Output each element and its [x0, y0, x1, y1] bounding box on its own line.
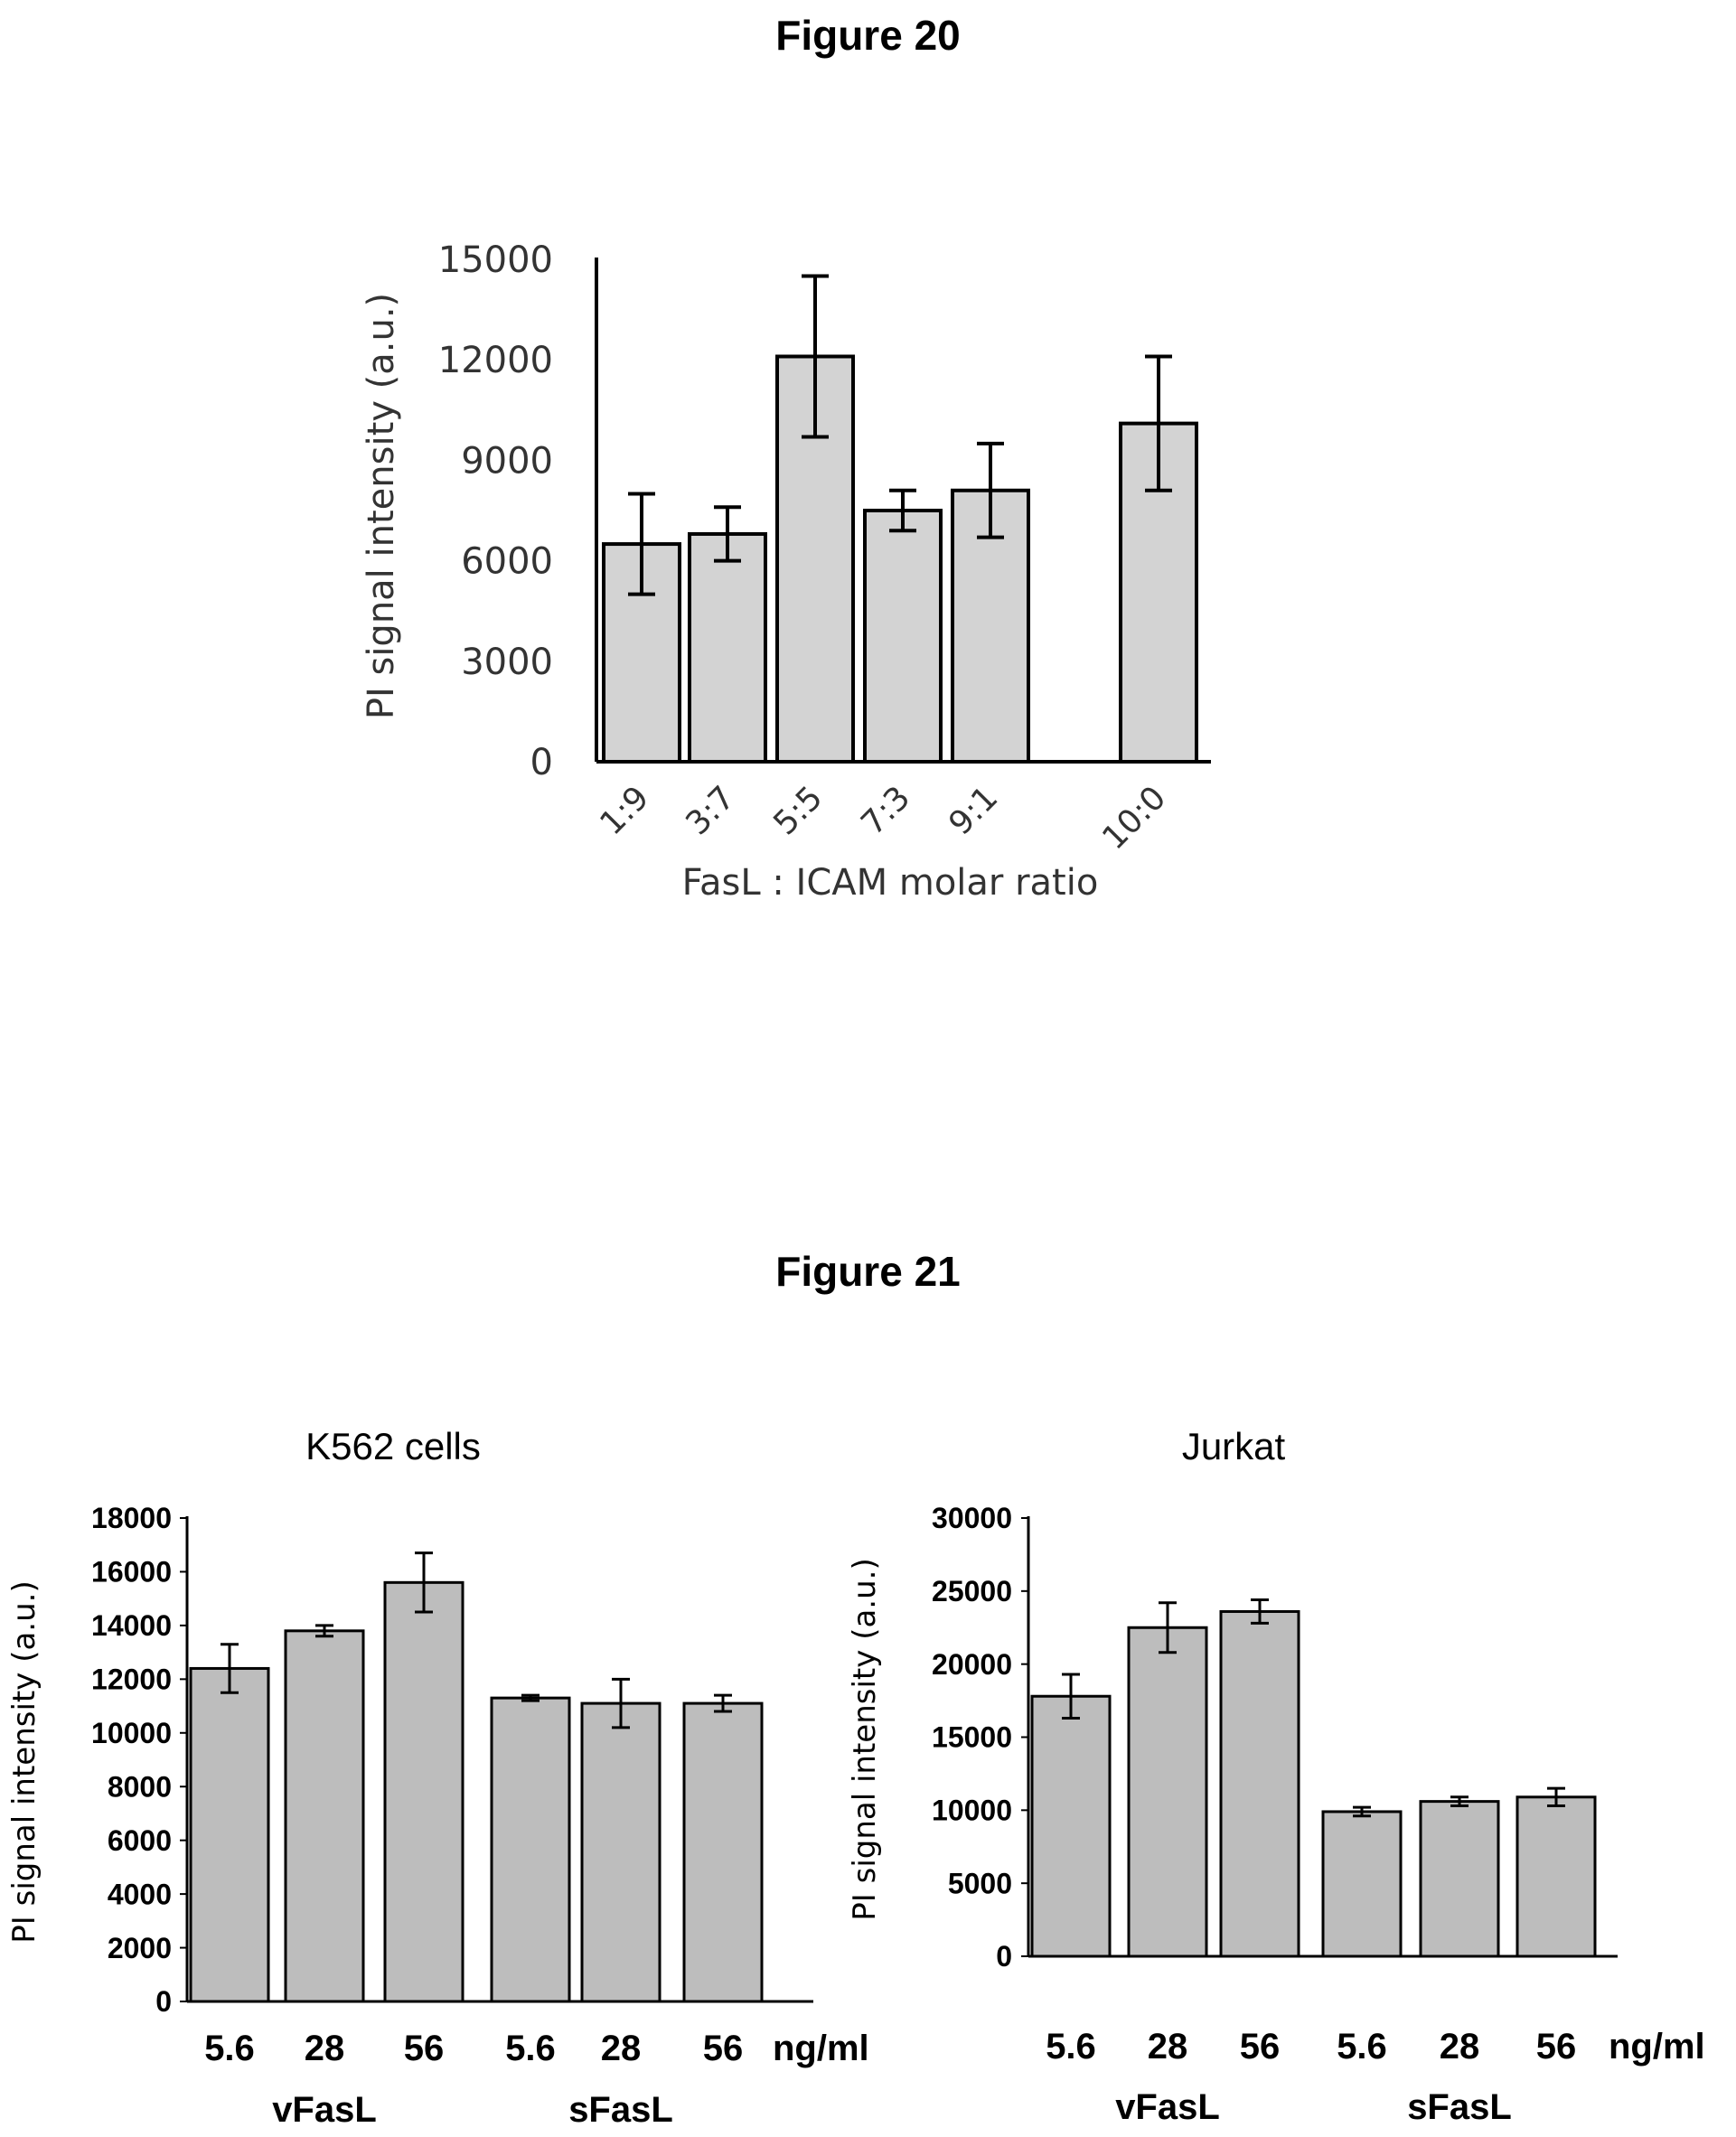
- bar: [580, 1701, 662, 2003]
- y-tick-label: 25000: [932, 1575, 1012, 1607]
- bar: [1419, 1800, 1500, 1958]
- x-tick-label: 3:7: [679, 779, 742, 842]
- y-axis-label: PI signal intensity (a.u.): [361, 293, 402, 719]
- y-tick-label: 6000: [108, 1824, 172, 1857]
- figure-20-title: Figure 20: [775, 12, 961, 59]
- y-tick-label: 8000: [108, 1770, 172, 1803]
- y-axis-label: PI signal intensity (a.u.): [6, 1580, 42, 1943]
- x-axis-label: FasL : ICAM molar ratio: [682, 862, 1099, 904]
- y-tick-label: 16000: [91, 1556, 172, 1589]
- y-tick-label: 5000: [948, 1867, 1012, 1899]
- group-label: sFasL: [568, 2090, 673, 2130]
- y-tick-label: 4000: [108, 1878, 172, 1910]
- y-tick-label: 10000: [91, 1717, 172, 1749]
- y-tick-label: 3000: [461, 642, 553, 683]
- y-tick-label: 0: [996, 1940, 1012, 1973]
- bar: [189, 1666, 270, 2003]
- x-tick-label: 28: [1440, 2027, 1480, 2067]
- x-tick-label: 56: [1240, 2027, 1281, 2067]
- chart-title: K562 cells: [305, 1425, 481, 1467]
- y-tick-label: 15000: [438, 239, 553, 281]
- x-tick-label: 10:0: [1095, 779, 1173, 857]
- chart-title: Jurkat: [1182, 1425, 1286, 1467]
- bar: [1030, 1694, 1112, 1958]
- bar: [1127, 1626, 1208, 1958]
- x-tick-label: 5.6: [505, 2029, 556, 2068]
- x-tick-label: 56: [1536, 2027, 1577, 2067]
- chart-1: 0 3000 6000 9000 12000 15000 PI signal intensi…: [361, 239, 1211, 904]
- x-tick-label: 56: [404, 2029, 445, 2068]
- x-tick-label: 28: [601, 2029, 642, 2068]
- x-tick-label: 7:3: [854, 779, 917, 842]
- x-tick-label: 5.6: [1337, 2027, 1387, 2067]
- group-label: sFasL: [1407, 2087, 1512, 2127]
- bar: [1515, 1795, 1597, 1958]
- group-label: vFasL: [272, 2090, 377, 2130]
- y-tick-label: 15000: [932, 1721, 1012, 1754]
- y-tick-label: 0: [530, 742, 553, 783]
- bar: [383, 1580, 464, 2003]
- x-tick-label: 5.6: [204, 2029, 255, 2068]
- bar: [688, 531, 767, 764]
- chart-2: K562 cells 0 2000 4000 6000 8000 10000 12000 140…: [6, 1425, 869, 2130]
- figure-21-title: Figure 21: [775, 1248, 961, 1295]
- y-tick-label: 20000: [932, 1648, 1012, 1681]
- bar: [284, 1629, 365, 2003]
- y-tick-label: 12000: [438, 340, 553, 381]
- x-tick-label: 1:9: [593, 779, 656, 842]
- bar: [490, 1696, 571, 2003]
- bar: [1321, 1810, 1403, 1958]
- bar: [682, 1701, 764, 2003]
- x-tick-label: 56: [703, 2029, 744, 2068]
- bar: [863, 509, 943, 764]
- unit-label: ng/ml: [1609, 2027, 1705, 2067]
- y-tick-label: 12000: [91, 1664, 172, 1696]
- y-tick-label: 0: [155, 1985, 172, 2018]
- y-tick-label: 9000: [461, 440, 553, 482]
- x-tick-label: 5:5: [766, 779, 830, 842]
- y-tick-label: 14000: [91, 1609, 172, 1642]
- chart-3: Jurkat 0 5000 10000 15000 20000 25000 30000 PI s…: [847, 1425, 1705, 2127]
- bar: [1219, 1609, 1300, 1958]
- y-axis-label: PI signal intensity (a.u.): [847, 1558, 883, 1920]
- x-tick-label: 5.6: [1046, 2027, 1096, 2067]
- y-tick-label: 6000: [461, 541, 553, 583]
- unit-label: ng/ml: [773, 2029, 869, 2068]
- y-tick-label: 10000: [932, 1795, 1012, 1827]
- group-label: vFasL: [1115, 2087, 1220, 2127]
- x-tick-label: 28: [305, 2029, 345, 2068]
- y-tick-label: 30000: [932, 1502, 1012, 1534]
- x-tick-label: 28: [1148, 2027, 1188, 2067]
- y-tick-label: 18000: [91, 1502, 172, 1534]
- x-tick-label: 9:1: [942, 779, 1005, 842]
- y-tick-label: 2000: [108, 1932, 172, 1964]
